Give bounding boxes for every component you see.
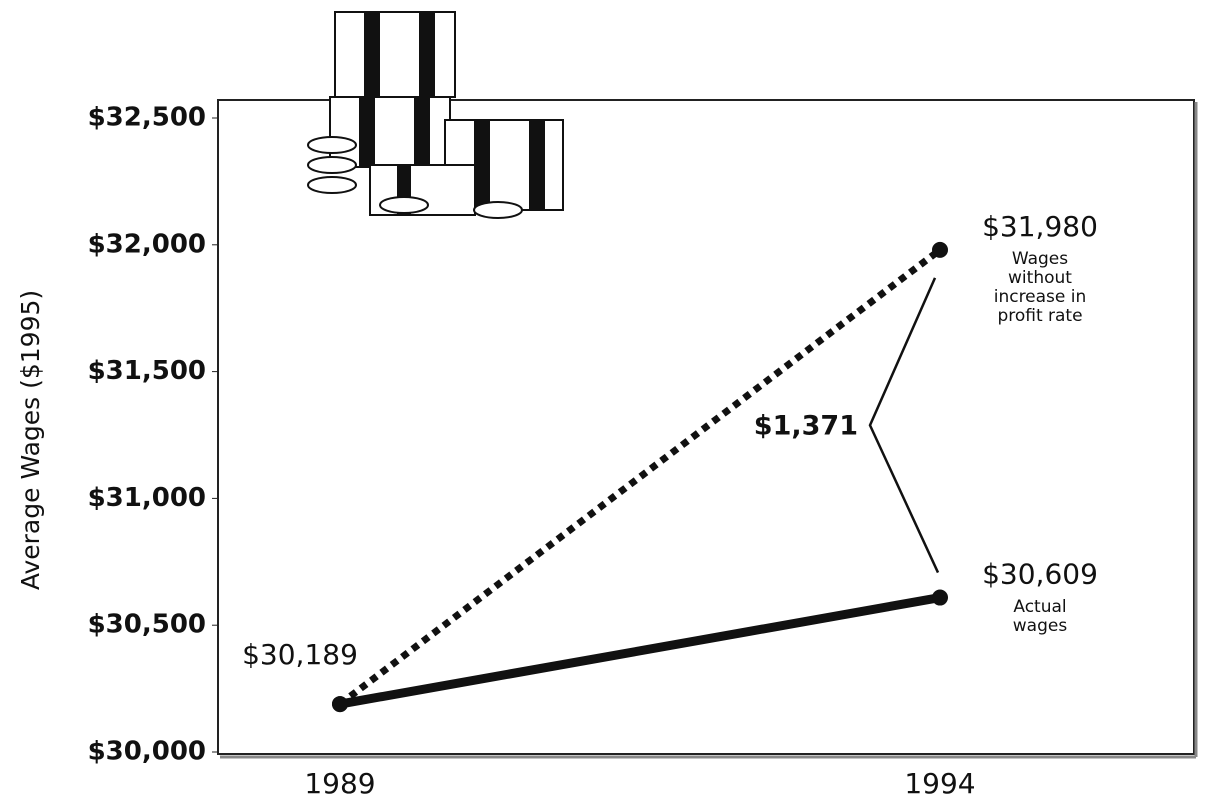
series-line xyxy=(337,247,943,707)
value-label: $31,980 xyxy=(982,210,1098,243)
x-tick-label: 1989 xyxy=(304,767,375,800)
y-tick-label: $32,000 xyxy=(88,229,206,259)
data-point xyxy=(932,589,948,606)
y-tick-label: $30,000 xyxy=(88,737,206,767)
data-point xyxy=(932,241,948,258)
data-point xyxy=(332,696,348,713)
series-name: Actual wages xyxy=(1012,596,1068,636)
y-tick-label: $32,500 xyxy=(88,103,206,133)
series-name: Wages without increase in profit rate xyxy=(993,248,1087,326)
y-axis-label: Average Wages ($1995) xyxy=(16,290,45,590)
y-tick-label: $31,000 xyxy=(88,483,206,513)
difference-bracket xyxy=(868,277,940,574)
annotation: $1,371 xyxy=(754,411,858,442)
value-label: $30,189 xyxy=(242,638,358,671)
y-tick-label: $31,500 xyxy=(88,356,206,386)
x-tick-label: 1994 xyxy=(904,767,975,800)
value-label: $30,609 xyxy=(982,558,1098,591)
series-line xyxy=(339,593,941,709)
y-tick-label: $30,500 xyxy=(88,610,206,640)
money-illustration xyxy=(307,11,564,219)
